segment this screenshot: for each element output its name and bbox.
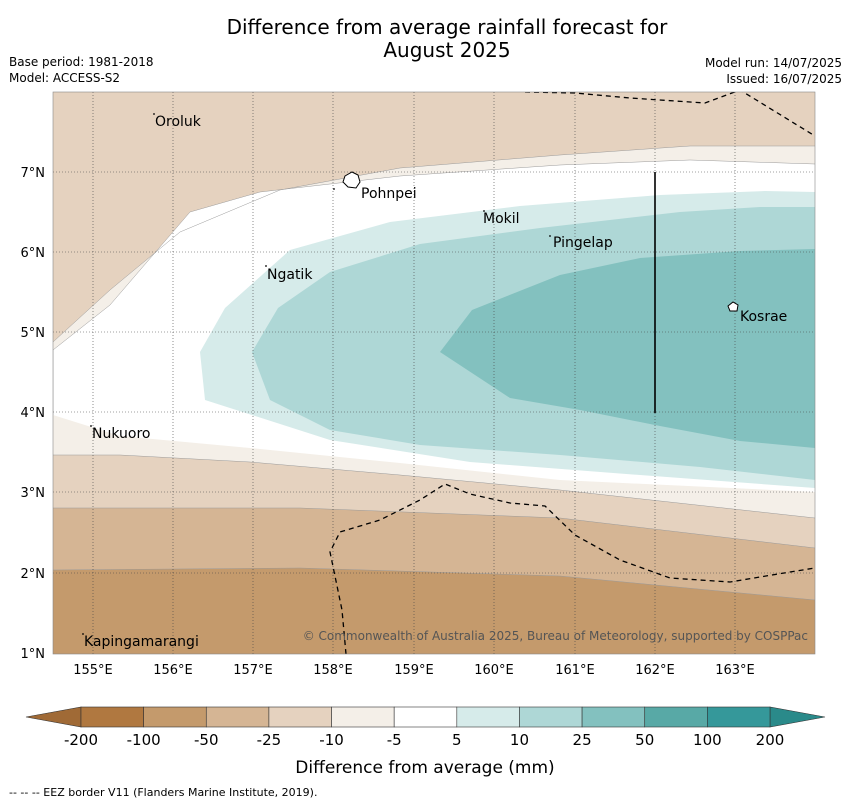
colorbar-cell [581,706,646,728]
contour-plus25 [440,249,815,448]
contour-minus100 [53,568,815,654]
colorbar-tick-label: 25 [573,731,592,749]
issued-date: Issued: 16/07/2025 [726,72,842,86]
colorbar-cell [707,706,771,728]
contour-lines [53,145,815,601]
colorbar-cell [80,706,144,728]
colorbar-tick-label: -5 [387,731,402,749]
colorbar-label: Difference from average (mm) [295,758,554,778]
x-tick-label: 157°E [233,663,273,678]
colorbar-tick-label: -50 [194,731,219,749]
x-tick-label: 163°E [715,663,755,678]
place-label-pingelap: Pingelap [553,235,613,251]
y-tick-label: 1°N [21,647,46,662]
x-tick-label: 159°E [394,663,434,678]
x-tick-label: 155°E [73,663,113,678]
x-tick-label: 160°E [474,663,514,678]
colorbar-tick-label: 200 [756,731,785,749]
x-tick-label: 162°E [635,663,675,678]
y-tick-label: 2°N [21,567,46,582]
colorbar-cell [456,706,520,728]
colorbar-low-arrow [25,706,82,728]
colorbar-tick-label: -25 [257,731,282,749]
model-run: Model run: 14/07/2025 [704,56,842,70]
place-label-kosrae: Kosrae [740,309,787,325]
eez-border-legend: -- -- -- EEZ border V11 (Flanders Marine… [9,786,318,799]
pohnpei-island-shape [342,171,361,189]
colorbar-tick-label: 5 [452,731,462,749]
x-tick-label: 161°E [555,663,595,678]
colorbar-tick-label: -10 [319,731,344,749]
kosrae-island-shape [727,301,739,312]
y-tick-label: 5°N [21,326,46,341]
place-label-mokil: Mokil [483,211,520,227]
base-period: Base period: 1981-2018 [9,55,154,69]
copyright-notice: © Commonwealth of Australia 2025, Bureau… [303,629,808,643]
place-label-oroluk: Oroluk [155,114,202,130]
place-label-nukuoro: Nukuoro [92,426,150,442]
y-tick-label: 7°N [21,166,46,181]
colorbar-cell [393,706,458,728]
x-tick-label: 156°E [153,663,193,678]
contour-fill [53,92,815,654]
colorbar-tick-label: -200 [64,731,98,749]
colorbar-cell [268,706,332,728]
colorbar-tick-label: -100 [127,731,161,749]
atoll-markers [82,113,551,635]
map-frame [52,91,816,655]
colorbar-cell [331,706,395,728]
colorbar-cell [143,706,207,728]
place-label-pohnpei: Pohnpei [361,186,417,202]
colorbar: -200 -100 -50 -25 -10 -5 5 10 25 50 100 200 [25,706,826,749]
model-name: Model: ACCESS-S2 [9,71,121,85]
title-line-2: August 2025 [383,38,511,62]
colorbar-tick-label: 50 [635,731,654,749]
colorbar-tick-label: 10 [510,731,529,749]
colorbar-high-arrow [769,706,826,728]
place-label-ngatik: Ngatik [267,267,313,283]
colorbar-cell [519,706,583,728]
colorbar-tick-label: 100 [693,731,722,749]
x-tick-label: 158°E [313,663,353,678]
y-tick-label: 3°N [21,486,46,501]
graticule [53,92,815,654]
colorbar-cell [205,706,270,728]
place-label-kapingamarangi: Kapingamarangi [84,634,199,650]
eez-border [329,92,815,654]
y-tick-label: 4°N [21,406,46,421]
y-tick-label: 6°N [21,246,46,261]
title-line-1: Difference from average rainfall forecas… [226,15,668,39]
colorbar-cell [644,706,708,728]
